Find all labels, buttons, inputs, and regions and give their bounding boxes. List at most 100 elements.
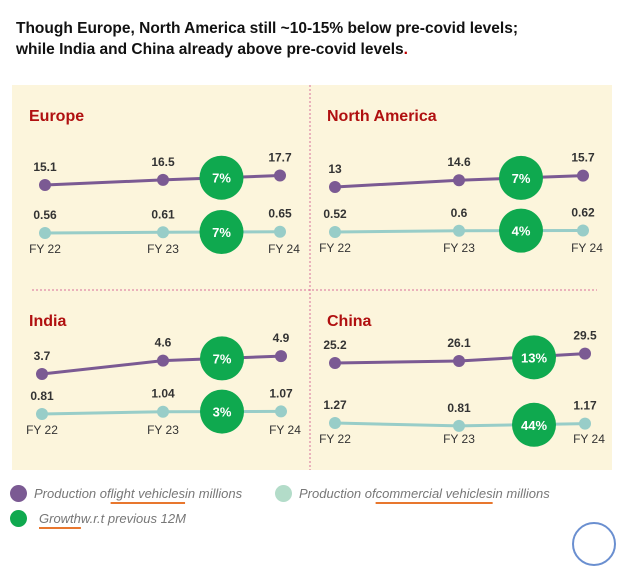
europe-point xyxy=(274,169,286,182)
india-value-label: 4.6 xyxy=(155,336,172,350)
china-value-label: 1.27 xyxy=(323,398,347,412)
chart-panel: Europe 15.1 16.5 17.7 7% 0.56 0.61 0.65 7% FY 22 F… xyxy=(12,85,612,470)
title-line-2-text: while India and China already above pre-… xyxy=(16,41,404,58)
legend-commercial-dot-icon xyxy=(275,485,292,502)
europe-value-label: 0.61 xyxy=(151,207,175,221)
india-point xyxy=(157,354,169,367)
india-point xyxy=(36,408,48,420)
title-period: . xyxy=(403,41,408,58)
india-growth-badge xyxy=(200,336,244,381)
legend-light-pre: Production of xyxy=(34,486,111,501)
china-point xyxy=(579,347,591,360)
china-point xyxy=(579,417,591,430)
china-value-label: 1.17 xyxy=(573,399,597,413)
india-value-label: 1.07 xyxy=(269,386,293,400)
europe-value-label: 0.56 xyxy=(33,208,57,222)
north-america-point xyxy=(453,174,465,187)
india-point xyxy=(275,350,287,363)
charts-svg: Europe 15.1 16.5 17.7 7% 0.56 0.61 0.65 7% FY 22 F… xyxy=(26,85,605,470)
europe-value-label: 15.1 xyxy=(33,160,57,174)
north-america-value-label: 14.6 xyxy=(447,155,471,169)
north-america-growth-label: 7% xyxy=(512,171,531,186)
europe-point xyxy=(157,173,169,186)
india-point xyxy=(36,368,48,380)
india-title: India xyxy=(29,313,66,330)
europe-value-label: 16.5 xyxy=(151,155,175,169)
india-value-label: 4.9 xyxy=(273,331,290,345)
china-growth-label: 13% xyxy=(521,350,547,365)
europe-growth-badge xyxy=(199,210,244,254)
north-america-point xyxy=(577,224,589,237)
north-america-point xyxy=(329,181,341,193)
north-america-growth-badge xyxy=(499,208,543,253)
europe-point xyxy=(274,225,286,238)
north-america-x-tick: FY 22 xyxy=(319,241,351,255)
europe-point xyxy=(39,227,51,239)
europe-growth-label: 7% xyxy=(212,171,231,186)
legend-growth: Growth w.r.t previous 12M xyxy=(10,510,186,527)
europe-growth-label: 7% xyxy=(212,225,231,240)
europe-x-tick: FY 22 xyxy=(29,242,61,256)
china-growth-label: 44% xyxy=(521,418,547,433)
china-point xyxy=(329,417,341,429)
north-america-value-label: 13 xyxy=(328,162,342,176)
china-value-label: 25.2 xyxy=(323,338,347,352)
china-value-label: 29.5 xyxy=(573,329,597,343)
india-x-tick: FY 24 xyxy=(269,423,301,437)
legend-light-post: in millions xyxy=(185,486,243,501)
india-x-tick: FY 22 xyxy=(26,423,58,437)
legend-commercial: Production of commercial vehicles in mil… xyxy=(275,485,550,502)
india-value-label: 1.04 xyxy=(151,387,175,401)
north-america-title: North America xyxy=(327,108,437,125)
europe-x-tick: FY 24 xyxy=(268,242,300,256)
legend-light-dot-icon xyxy=(10,485,27,502)
china-point xyxy=(329,357,341,369)
china-x-tick: FY 22 xyxy=(319,432,351,446)
title-line-1: Though Europe, North America still ~10-1… xyxy=(16,20,519,37)
china-value-label: 26.1 xyxy=(447,336,471,350)
europe-growth-badge xyxy=(199,155,244,200)
europe-point xyxy=(157,226,169,239)
slide-title: Though Europe, North America still ~10-1… xyxy=(16,18,518,60)
europe-title: Europe xyxy=(29,108,84,125)
india-value-label: 0.81 xyxy=(30,389,54,403)
china-title: China xyxy=(327,313,372,330)
legend-commercial-post: in millions xyxy=(492,486,550,501)
legend-light: Production of light vehicles in millions xyxy=(10,485,242,502)
india-growth-label: 7% xyxy=(213,351,232,366)
india-x-tick: FY 23 xyxy=(147,423,179,437)
legend-growth-ul: Growth xyxy=(39,511,81,526)
india-growth-label: 3% xyxy=(213,405,232,420)
europe-value-label: 0.65 xyxy=(268,207,292,221)
china-point xyxy=(453,355,465,368)
north-america-growth-label: 4% xyxy=(512,224,531,239)
china-point xyxy=(453,419,465,432)
europe-value-label: 17.7 xyxy=(268,151,292,165)
india-point xyxy=(157,405,169,418)
legend-commercial-pre: Production of xyxy=(299,486,376,501)
china-value-label: 0.81 xyxy=(447,401,471,415)
north-america-point xyxy=(577,169,589,182)
north-america-point xyxy=(453,224,465,237)
europe-x-tick: FY 23 xyxy=(147,242,179,256)
north-america-value-label: 0.52 xyxy=(323,207,347,221)
title-line-2: while India and China already above pre-… xyxy=(16,39,518,60)
north-america-growth-badge xyxy=(499,155,543,200)
north-america-value-label: 0.62 xyxy=(571,205,595,219)
china-growth-badge xyxy=(512,335,556,380)
north-america-point xyxy=(329,226,341,238)
legend-growth-dot-icon xyxy=(10,510,27,527)
north-america-x-tick: FY 24 xyxy=(571,241,603,255)
europe-point xyxy=(39,179,51,191)
north-america-x-tick: FY 23 xyxy=(443,241,475,255)
india-point xyxy=(275,405,287,418)
legend-light-ul: light vehicles xyxy=(110,486,186,501)
india-value-label: 3.7 xyxy=(34,349,51,363)
india-growth-badge xyxy=(200,389,244,434)
north-america-value-label: 0.6 xyxy=(451,206,468,220)
legend-growth-post: w.r.t previous 12M xyxy=(80,511,186,526)
china-growth-badge xyxy=(512,402,556,447)
legend-commercial-ul: commercial vehicles xyxy=(375,486,493,501)
north-america-value-label: 15.7 xyxy=(571,151,595,165)
seal-logo xyxy=(572,522,616,566)
